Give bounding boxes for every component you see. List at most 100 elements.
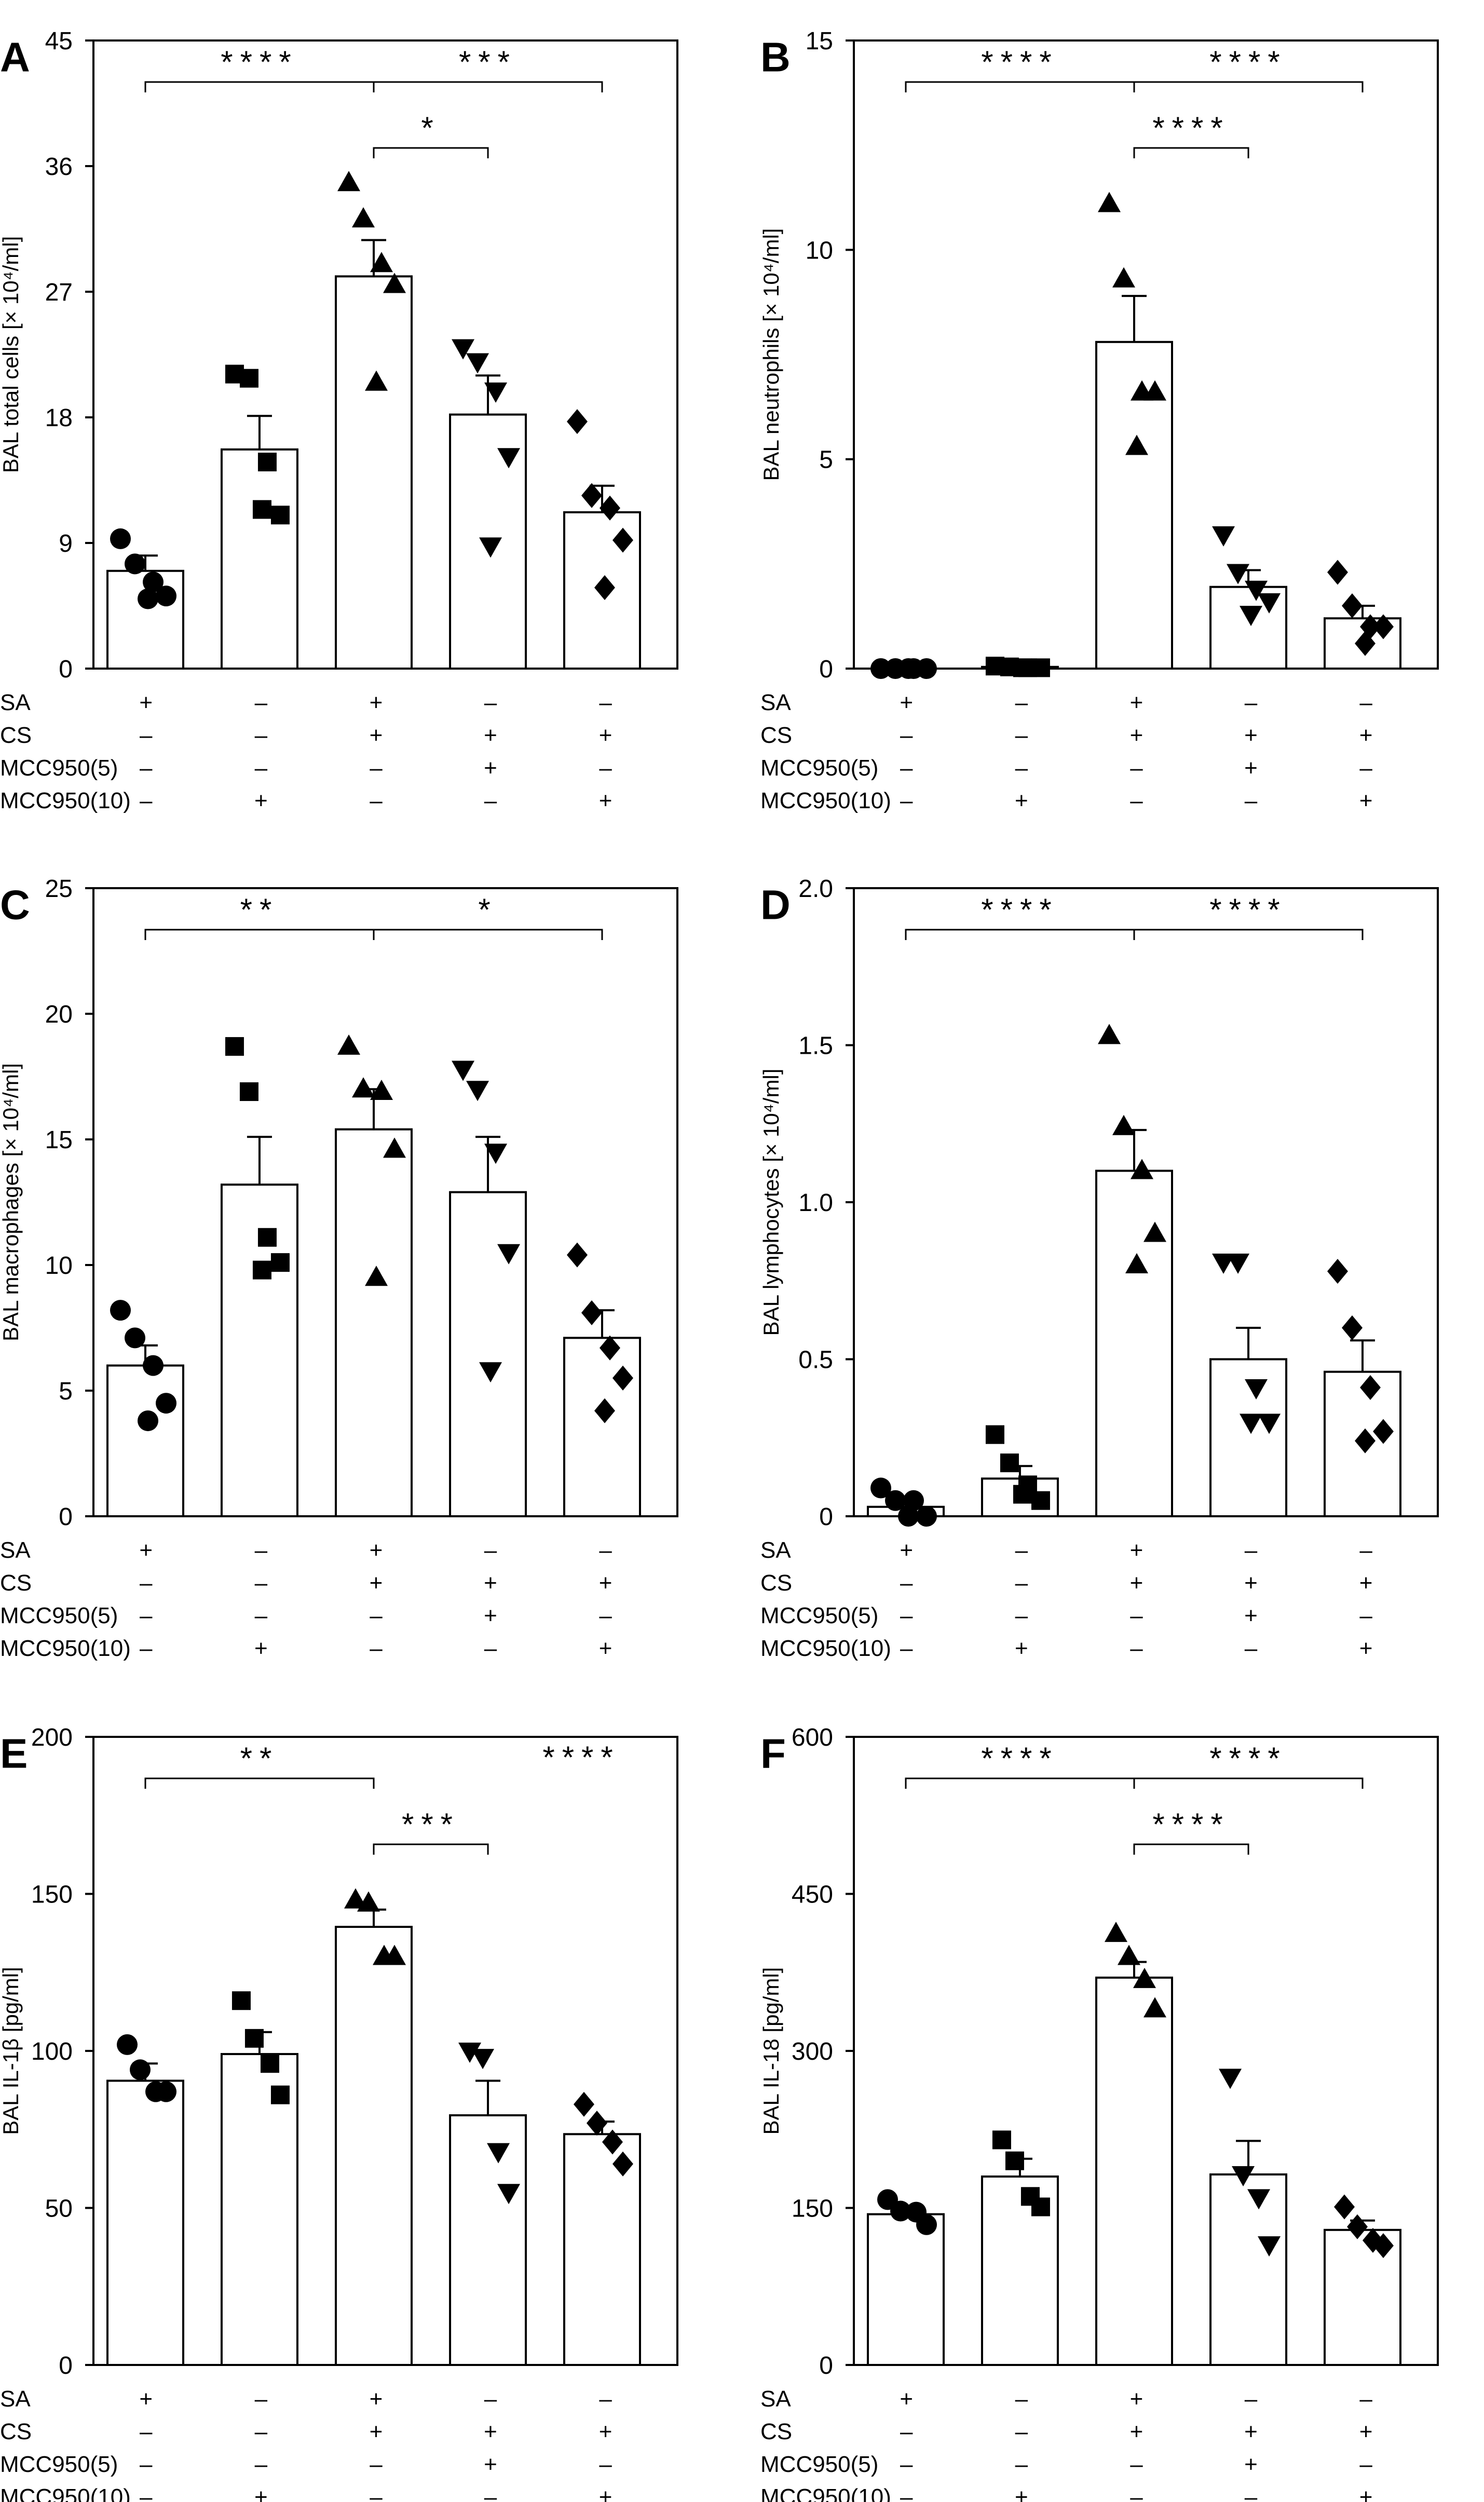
data-point: [1118, 1945, 1140, 1965]
significance-bracket: [905, 1777, 1135, 1789]
data-point: [1143, 1221, 1166, 1242]
y-tick-label: 100: [31, 2038, 73, 2065]
data-point: [890, 2200, 911, 2222]
data-point: [1354, 631, 1376, 656]
treatment-sign: –: [599, 1603, 612, 1628]
bar: [106, 1364, 185, 1518]
y-tick-label: 0: [819, 1503, 833, 1531]
data-point: [1013, 658, 1032, 677]
treatment-sign: –: [484, 788, 497, 813]
data-point: [466, 353, 489, 374]
data-point: [344, 1888, 367, 1909]
treatment-sign: –: [1359, 1538, 1372, 1563]
treatment-sign: +: [139, 1538, 153, 1563]
treatment-sign: –: [599, 690, 612, 715]
treatment-sign: –: [484, 2484, 497, 2502]
treatment-sign: +: [139, 2386, 153, 2412]
y-tick-label: 1.0: [798, 1189, 833, 1217]
data-point: [898, 658, 919, 679]
data-point: [365, 370, 388, 391]
panel-letter: E: [0, 1731, 28, 1777]
panel-letter: A: [0, 34, 30, 80]
data-point: [156, 586, 177, 607]
treatment-sign: –: [1359, 755, 1372, 781]
y-tick-label: 25: [45, 875, 73, 903]
significance-bracket: [144, 929, 375, 940]
data-point: [117, 2034, 138, 2055]
data-point: [383, 1945, 406, 1965]
treatment-sign: +: [254, 788, 268, 813]
treatment-sign: +: [900, 690, 913, 715]
treatment-sign: +: [1015, 2484, 1028, 2502]
treatment-label: MCC950(5): [0, 2452, 118, 2477]
y-tick-label: 50: [45, 2195, 73, 2223]
significance-label: **: [240, 892, 279, 927]
bar: [106, 2079, 185, 2367]
data-point: [1227, 1253, 1250, 1274]
data-point: [487, 2143, 510, 2164]
significance-label: ****: [542, 1740, 620, 1775]
data-point: [1245, 1379, 1268, 1399]
treatment-label: CS: [0, 1570, 32, 1596]
treatment-label: SA: [760, 1538, 791, 1563]
bar: [563, 2133, 641, 2367]
treatment-label: MCC950(10): [760, 1636, 891, 1661]
data-point: [1258, 593, 1281, 614]
treatment-sign: –: [370, 2484, 383, 2502]
treatment-sign: –: [140, 2484, 153, 2502]
treatment-sign: +: [1359, 723, 1373, 748]
data-point: [1098, 192, 1121, 212]
data-point: [479, 1362, 502, 1383]
treatment-sign: –: [1015, 755, 1028, 781]
data-point: [110, 528, 131, 549]
data-point: [1372, 614, 1394, 640]
y-tick-label: 0: [59, 2352, 73, 2379]
data-point: [870, 1477, 892, 1499]
data-point: [566, 409, 588, 434]
data-point: [916, 2214, 937, 2235]
y-axis-label: BAL IL-1β [pg/ml]: [0, 1967, 23, 2135]
significance-bracket: [1133, 1843, 1249, 1855]
treatment-sign: –: [255, 2386, 268, 2412]
data-point: [138, 588, 159, 609]
significance-bracket: [905, 81, 1135, 92]
treatment-sign: +: [900, 1538, 913, 1563]
data-point: [1372, 2233, 1394, 2259]
treatment-sign: –: [900, 2452, 913, 2477]
y-tick-label: 450: [792, 1881, 833, 1909]
treatment-sign: –: [599, 1538, 612, 1563]
data-point: [1258, 1413, 1281, 1434]
treatment-sign: –: [599, 2452, 612, 2477]
treatment-sign: –: [1015, 690, 1028, 715]
significance-label: ****: [1209, 1741, 1287, 1776]
treatment-sign: –: [255, 755, 268, 781]
treatment-sign: –: [1130, 2484, 1143, 2502]
panel-b: B 0 5 10 15 BAL neutrophils [× 10⁴/ml] **** ***…: [759, 28, 1439, 813]
data-point: [365, 1266, 388, 1286]
bar: [1209, 2173, 1288, 2367]
data-point: [1143, 380, 1166, 401]
data-point: [352, 1077, 375, 1098]
data-point: [1005, 2151, 1024, 2170]
treatment-label: MCC950(10): [0, 2484, 131, 2502]
data-point: [458, 2043, 482, 2063]
y-tick-label: 36: [45, 153, 73, 181]
data-point: [143, 572, 164, 593]
data-point: [1333, 2194, 1355, 2220]
y-tick-label: 1.5: [798, 1032, 833, 1060]
data-point: [586, 2111, 607, 2136]
bar: [220, 2053, 298, 2367]
treatment-sign: +: [1359, 2484, 1373, 2502]
treatment-sign: –: [1015, 1603, 1028, 1628]
data-point: [1227, 564, 1250, 584]
treatment-sign: +: [1130, 690, 1143, 715]
data-point: [566, 1242, 588, 1268]
bar: [1323, 1370, 1401, 1517]
treatment-label: MCC950(5): [760, 755, 878, 781]
y-tick-label: 2.0: [798, 875, 833, 903]
treatment-sign: +: [1015, 1636, 1028, 1661]
significance-label: ****: [1209, 892, 1287, 927]
treatment-sign: +: [599, 2419, 612, 2444]
y-tick-label: 0: [819, 656, 833, 683]
